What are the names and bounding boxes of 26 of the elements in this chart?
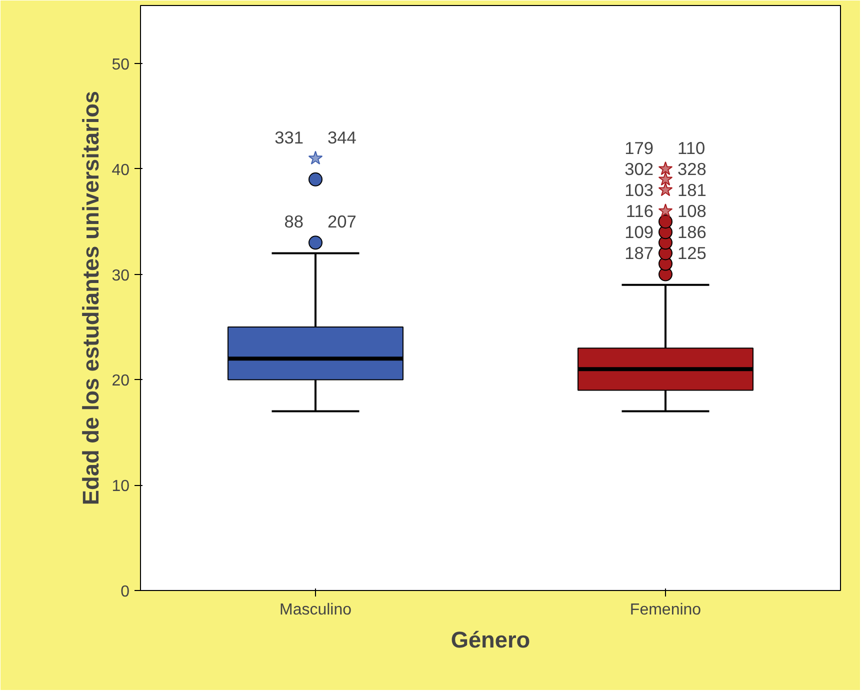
x-tick-label: Masculino: [279, 602, 352, 618]
y-tick-label: 30: [112, 267, 130, 284]
x-axis-title: Género: [450, 626, 530, 652]
annotation: 125: [678, 243, 706, 264]
annotation: 88: [284, 212, 304, 232]
annotation: 116: [626, 201, 654, 222]
y-tick-label: 10: [112, 478, 130, 496]
y-tick-label: 40: [112, 162, 130, 179]
annotation: 108: [678, 201, 706, 222]
annotation: 186: [678, 222, 706, 242]
annotation: 207: [328, 212, 356, 232]
annotation: 179: [624, 138, 654, 158]
x-tick-label: Femenino: [630, 602, 702, 618]
annotation: 328: [678, 158, 706, 179]
y-axis-title: Edad de los estudiantes universitarios: [78, 90, 104, 506]
y-tick-label: 50: [112, 56, 130, 74]
annotation: 187: [624, 243, 654, 264]
annotation: 302: [624, 158, 654, 179]
annotation: 331: [274, 127, 304, 148]
annotation: 110: [678, 138, 706, 158]
y-tick-label: 20: [112, 372, 130, 390]
y-tick-label: 0: [120, 584, 130, 600]
annotation: 103: [624, 180, 654, 200]
annotation: 109: [624, 222, 654, 242]
annotation: 344: [328, 127, 357, 148]
annotation: 181: [678, 180, 706, 200]
